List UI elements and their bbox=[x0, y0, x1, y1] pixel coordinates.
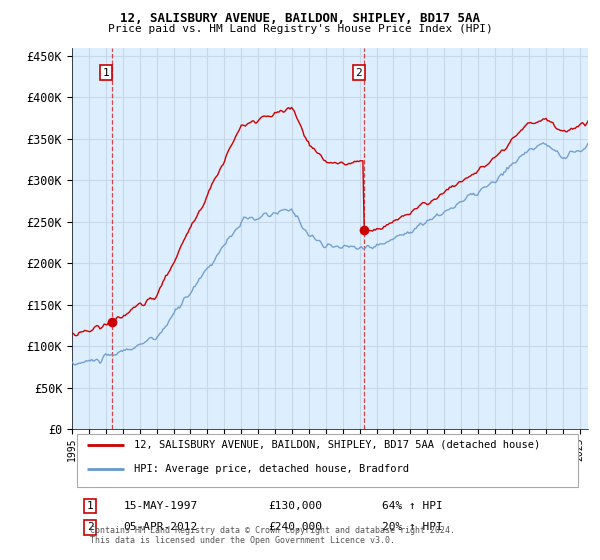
Text: 1: 1 bbox=[86, 501, 94, 511]
Text: 12, SALISBURY AVENUE, BAILDON, SHIPLEY, BD17 5AA (detached house): 12, SALISBURY AVENUE, BAILDON, SHIPLEY, … bbox=[134, 440, 540, 450]
Text: 12, SALISBURY AVENUE, BAILDON, SHIPLEY, BD17 5AA: 12, SALISBURY AVENUE, BAILDON, SHIPLEY, … bbox=[120, 12, 480, 25]
Text: 15-MAY-1997: 15-MAY-1997 bbox=[124, 501, 198, 511]
Text: Contains HM Land Registry data © Crown copyright and database right 2024.
This d: Contains HM Land Registry data © Crown c… bbox=[90, 526, 455, 545]
Text: Price paid vs. HM Land Registry's House Price Index (HPI): Price paid vs. HM Land Registry's House … bbox=[107, 24, 493, 34]
Text: 20% ↑ HPI: 20% ↑ HPI bbox=[382, 522, 442, 533]
Text: 2: 2 bbox=[86, 522, 94, 533]
FancyBboxPatch shape bbox=[77, 434, 578, 487]
Text: 64% ↑ HPI: 64% ↑ HPI bbox=[382, 501, 442, 511]
Text: 1: 1 bbox=[103, 68, 110, 77]
Text: £240,000: £240,000 bbox=[268, 522, 322, 533]
Text: £130,000: £130,000 bbox=[268, 501, 322, 511]
Text: 2: 2 bbox=[356, 68, 362, 77]
Text: 05-APR-2012: 05-APR-2012 bbox=[124, 522, 198, 533]
Text: HPI: Average price, detached house, Bradford: HPI: Average price, detached house, Brad… bbox=[134, 464, 409, 474]
